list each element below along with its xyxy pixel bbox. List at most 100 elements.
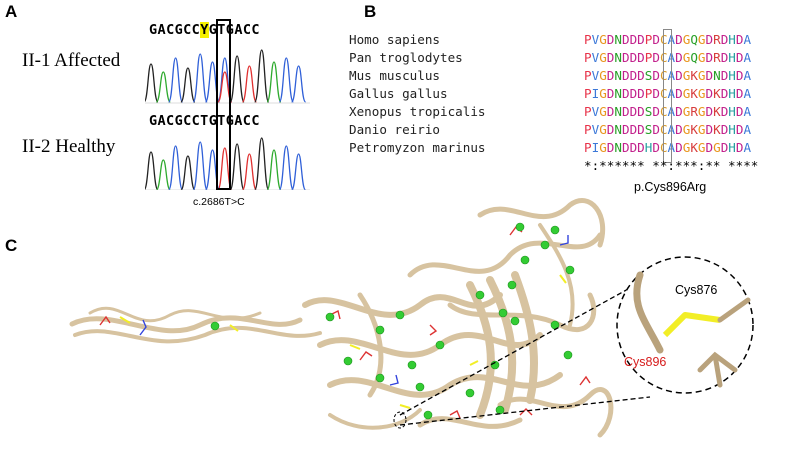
alignment-residue: N — [614, 86, 622, 101]
alignment-residue: P — [584, 50, 592, 65]
variant-box — [216, 19, 231, 190]
alignment-residue: D — [637, 104, 645, 119]
chromatogram-peak — [278, 145, 294, 190]
sequence-affected: GACGCCYGTGACC — [149, 22, 260, 38]
alignment-residue: D — [637, 68, 645, 83]
species-name: Gallus gallus — [349, 86, 448, 101]
chromatogram-peak — [241, 153, 258, 190]
alignment-residue: D — [621, 104, 630, 119]
alignment-residue: H — [728, 140, 736, 155]
chromatogram-peak — [290, 153, 307, 190]
alignment-residue: D — [606, 122, 615, 137]
alignment-row: PVGDNDDDPDCADGQGDRDHDA — [584, 49, 751, 67]
chromatogram-peak — [180, 67, 196, 103]
alignment-residue: D — [720, 32, 729, 47]
sequence-base: C — [242, 22, 252, 38]
alignment-residue: D — [705, 68, 714, 83]
zoom-connector-lower — [399, 396, 651, 426]
panel-b-letter: B — [364, 2, 377, 21]
sequence-base: T — [217, 22, 226, 38]
alignment-residue: D — [621, 68, 630, 83]
alignment-residue: G — [697, 86, 706, 101]
alignment-residue: D — [720, 50, 729, 65]
sequence-base: A — [157, 22, 167, 38]
alignment-residue: D — [629, 122, 638, 137]
zoom-origin — [393, 411, 407, 429]
alignment-residue: K — [713, 86, 721, 101]
alignment-residue: D — [629, 104, 638, 119]
alignment-block: PVGDNDDDPDCADGQGDRDHDA PVGDNDDDPDCADGQGDR… — [584, 31, 751, 157]
alignment-residue: V — [591, 50, 600, 65]
alignment-residue: D — [629, 86, 638, 101]
alignment-residue: G — [682, 68, 691, 83]
alignment-residue: N — [713, 68, 721, 83]
alignment-residue: D — [735, 122, 744, 137]
alignment-residue: D — [735, 32, 744, 47]
alignment-residue: D — [621, 32, 630, 47]
variant-label: c.2686T>C — [193, 196, 245, 208]
alignment-residue: A — [743, 32, 752, 47]
alignment-residue: G — [599, 86, 607, 101]
alignment-residue: K — [690, 68, 698, 83]
chromatogram-peak — [155, 159, 171, 190]
alignment-residue: H — [728, 86, 736, 101]
alignment-residue: G — [682, 32, 691, 47]
alignment-residue: D — [720, 86, 729, 101]
panel-c-letter: C — [5, 236, 18, 255]
alignment-residue: P — [584, 32, 592, 47]
alignment-residue: V — [591, 68, 600, 83]
alignment-residue: P — [644, 86, 653, 101]
alignment-residue: D — [705, 50, 714, 65]
alignment-residue: G — [682, 50, 691, 65]
alignment-residue: G — [713, 140, 721, 155]
alignment-residue: D — [675, 32, 683, 47]
alignment-residue: N — [614, 104, 622, 119]
sequence-base: G — [174, 22, 184, 38]
alignment-residue: V — [591, 32, 600, 47]
alignment-residue: N — [614, 68, 622, 83]
alignment-residue: P — [644, 32, 653, 47]
alignment-residue: D — [629, 32, 638, 47]
alignment-residue: D — [606, 68, 615, 83]
species-name: Xenopus tropicalis — [349, 104, 486, 119]
alignment-residue: D — [629, 50, 638, 65]
alignment-residue: A — [743, 50, 752, 65]
alignment-residue: R — [713, 50, 721, 65]
alignment-residue: D — [705, 32, 714, 47]
alignment-residue: H — [728, 122, 736, 137]
alignment-residue: G — [697, 32, 706, 47]
alignment-residue: D — [652, 50, 660, 65]
alignment-residue: G — [697, 140, 706, 155]
alignment-residue: G — [599, 68, 607, 83]
chromatogram-peak — [266, 61, 282, 103]
alignment-residue: H — [644, 140, 653, 155]
cys896-label: Cys896 — [624, 355, 667, 369]
alignment-residue: P — [584, 86, 592, 101]
calcium-ions — [210, 222, 575, 420]
panel-a-letter: A — [5, 2, 18, 21]
zoom-inset — [616, 256, 754, 394]
alignment-residue: A — [743, 86, 752, 101]
alignment-residue: D — [621, 140, 630, 155]
alignment-residue: D — [652, 122, 660, 137]
chromatogram-peak — [192, 141, 208, 190]
alignment-residue: P — [584, 140, 592, 155]
alignment-residue: D — [675, 104, 683, 119]
chromatogram-peak — [167, 57, 184, 103]
alignment-residue: S — [644, 68, 653, 83]
alignment-residue: G — [599, 104, 607, 119]
alignment-residue: D — [652, 104, 660, 119]
alignment-residue: D — [735, 104, 744, 119]
chromatogram-peak — [180, 155, 196, 190]
alignment-residue: K — [690, 86, 698, 101]
alignment-residue: K — [713, 104, 721, 119]
alignment-residue: D — [735, 68, 744, 83]
sequence-base: G — [149, 22, 158, 38]
alignment-residue: G — [599, 32, 607, 47]
alignment-residue: H — [728, 32, 736, 47]
chromatogram-peak — [278, 57, 294, 103]
alignment-residue: D — [705, 140, 714, 155]
alignment-residue: K — [690, 140, 698, 155]
chromatogram-peak — [229, 143, 245, 190]
alignment-residue: D — [629, 68, 638, 83]
